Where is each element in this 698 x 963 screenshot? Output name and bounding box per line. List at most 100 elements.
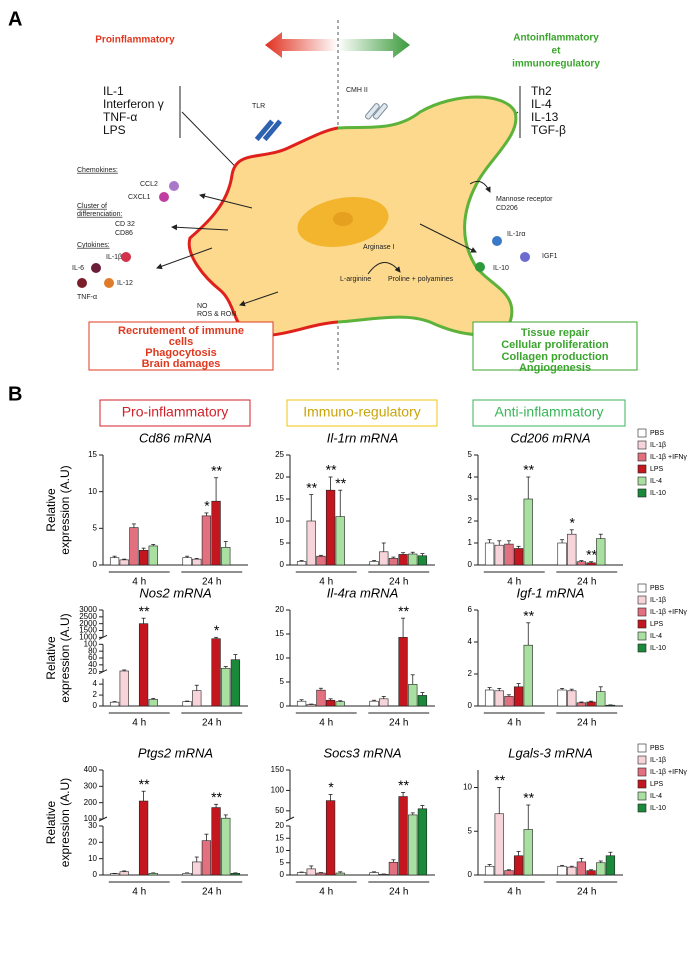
legend-swatch bbox=[637, 476, 647, 486]
bar bbox=[586, 870, 596, 876]
y-tick-label: 5 bbox=[280, 538, 285, 547]
legend-swatch bbox=[637, 452, 647, 462]
bar bbox=[557, 542, 567, 566]
y-tick-label: 10 bbox=[275, 846, 284, 855]
y-tick-label: 2 bbox=[468, 516, 473, 525]
y-axis-label: Relative bbox=[44, 636, 58, 680]
y-tick-label: 5 bbox=[468, 450, 473, 459]
bar bbox=[306, 520, 316, 566]
receptor-icon bbox=[373, 103, 388, 120]
bar bbox=[109, 873, 120, 876]
chart-title: Cd206 mRNA bbox=[510, 430, 590, 445]
legend-swatch bbox=[637, 619, 647, 629]
bar bbox=[316, 689, 326, 707]
y-axis-label: Relative bbox=[44, 801, 58, 845]
factor: IL-1rα bbox=[507, 231, 525, 238]
icon bbox=[104, 278, 114, 288]
bar bbox=[296, 700, 307, 707]
bar bbox=[325, 800, 336, 876]
bar bbox=[211, 638, 221, 707]
legend-label: PBS bbox=[650, 585, 664, 592]
x-tick-label: 4 h bbox=[319, 887, 333, 898]
bar bbox=[211, 807, 221, 876]
bar bbox=[523, 644, 533, 707]
bar bbox=[576, 561, 587, 566]
box-line: Collagen production bbox=[502, 351, 609, 363]
y-tick-label: 0 bbox=[468, 701, 473, 710]
enzyme: Arginase I bbox=[363, 244, 395, 251]
y-tick-label: 10 bbox=[275, 516, 284, 525]
stimulus: IL-13 bbox=[531, 110, 559, 124]
legend-swatch bbox=[637, 440, 647, 450]
x-tick-label: 24 h bbox=[577, 718, 596, 729]
y-axis-label: expression (A.U) bbox=[58, 778, 72, 867]
bar bbox=[109, 557, 120, 566]
x-tick-label: 4 h bbox=[132, 577, 146, 588]
panel-label: B bbox=[8, 383, 22, 405]
significance: ** bbox=[523, 790, 534, 806]
x-tick-label: 4 h bbox=[319, 718, 333, 729]
bar bbox=[523, 829, 533, 876]
group-title: Cytokines: bbox=[77, 242, 110, 249]
bar bbox=[138, 623, 149, 707]
legend-label: IL-4 bbox=[650, 478, 662, 485]
significance: ** bbox=[494, 772, 505, 788]
receptor-icon bbox=[254, 119, 275, 142]
significance: ** bbox=[523, 608, 534, 624]
bar bbox=[335, 516, 345, 566]
left-title: Proinflammatory bbox=[95, 35, 175, 46]
y-tick-label: 40 bbox=[88, 660, 97, 669]
stimulus: Interferon γ bbox=[103, 97, 164, 111]
y-tick-label: 0 bbox=[468, 560, 473, 569]
chart-title: Socs3 mRNA bbox=[323, 745, 401, 760]
mannose: CD206 bbox=[496, 205, 518, 212]
bar bbox=[417, 555, 428, 566]
box-line: Angiogenesis bbox=[519, 362, 591, 374]
box-line: Cellular proliferation bbox=[501, 339, 609, 351]
icon bbox=[121, 252, 131, 262]
bar bbox=[306, 868, 316, 876]
receptor-icon bbox=[262, 119, 283, 142]
bar bbox=[408, 684, 418, 707]
x-tick-label: 4 h bbox=[507, 887, 521, 898]
group-title: Cluster of bbox=[77, 203, 107, 210]
factor: CD 32 bbox=[115, 221, 135, 228]
bar bbox=[484, 689, 495, 707]
legend-label: LPS bbox=[650, 781, 664, 788]
group-title: differenciation: bbox=[77, 211, 122, 218]
stimulus: LPS bbox=[103, 123, 126, 137]
y-tick-label: 30 bbox=[88, 821, 97, 830]
bar bbox=[335, 701, 345, 707]
legend-label: IL-10 bbox=[650, 490, 666, 497]
bar bbox=[513, 548, 524, 566]
y-tick-label: 5 bbox=[468, 826, 473, 835]
x-tick-label: 24 h bbox=[202, 887, 221, 898]
factor: IL-1β bbox=[106, 254, 122, 261]
y-tick-label: 0 bbox=[280, 870, 285, 879]
y-tick-label: 0 bbox=[93, 870, 98, 879]
bar bbox=[417, 695, 428, 707]
legend-label: PBS bbox=[650, 430, 664, 437]
legend-label: IL-10 bbox=[650, 805, 666, 812]
bar bbox=[494, 544, 504, 566]
significance: ** bbox=[523, 462, 534, 478]
bar bbox=[557, 865, 567, 876]
x-tick-label: 24 h bbox=[389, 718, 408, 729]
bar bbox=[379, 551, 389, 566]
y-tick-label: 0 bbox=[93, 560, 98, 569]
y-axis-label: expression (A.U) bbox=[58, 613, 72, 702]
bar bbox=[576, 702, 587, 707]
arrow bbox=[199, 193, 253, 209]
significance: ** bbox=[335, 475, 346, 491]
y-tick-label: 80 bbox=[88, 646, 97, 655]
legend-swatch bbox=[637, 583, 647, 593]
y-tick-label: 300 bbox=[84, 781, 98, 790]
x-tick-label: 24 h bbox=[577, 577, 596, 588]
bar bbox=[296, 872, 307, 876]
legend-swatch bbox=[637, 643, 647, 653]
y-tick-label: 60 bbox=[88, 653, 97, 662]
y-tick-label: 4 bbox=[93, 679, 98, 688]
bar bbox=[605, 704, 616, 707]
bar bbox=[596, 691, 606, 707]
